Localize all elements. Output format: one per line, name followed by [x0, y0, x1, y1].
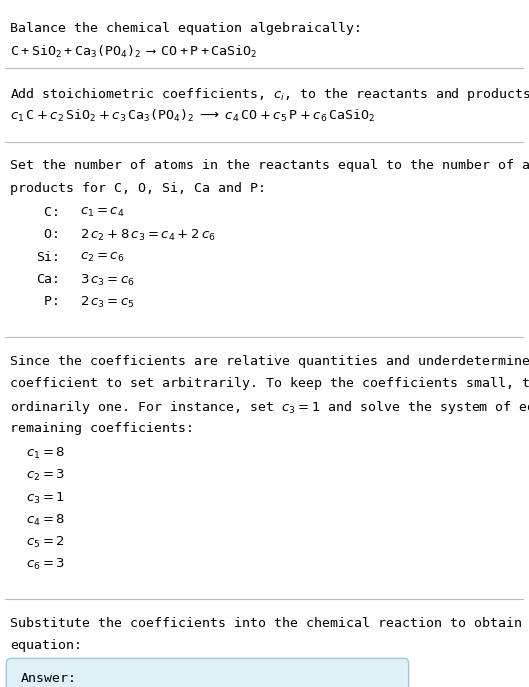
Text: Balance the chemical equation algebraically:: Balance the chemical equation algebraica…	[11, 22, 362, 34]
Text: Since the coefficients are relative quantities and underdetermined, choose a: Since the coefficients are relative quan…	[11, 355, 529, 368]
Text: $c_6 = 3$: $c_6 = 3$	[26, 557, 65, 572]
Text: Add stoichiometric coefficients, $c_i$, to the reactants and products:: Add stoichiometric coefficients, $c_i$, …	[11, 86, 529, 103]
Text: $c_1 = c_4$: $c_1 = c_4$	[80, 206, 125, 219]
Text: Answer:: Answer:	[21, 672, 77, 685]
Text: $c_1 = 8$: $c_1 = 8$	[26, 446, 65, 461]
Text: $2\,c_3 = c_5$: $2\,c_3 = c_5$	[80, 295, 135, 310]
Text: $c_4 = 8$: $c_4 = 8$	[26, 513, 65, 528]
Text: $c_1\,\mathtt{C} + c_2\,\mathtt{SiO_2} + c_3\,\mathtt{Ca_3(PO_4)_2} \;\longright: $c_1\,\mathtt{C} + c_2\,\mathtt{SiO_2} +…	[11, 109, 376, 124]
Text: $3\,c_3 = c_6$: $3\,c_3 = c_6$	[80, 273, 135, 288]
Text: remaining coefficients:: remaining coefficients:	[11, 422, 195, 435]
Text: ordinarily one. For instance, set $c_3 = 1$ and solve the system of equations fo: ordinarily one. For instance, set $c_3 =…	[11, 399, 529, 416]
Text: $c_2 = c_6$: $c_2 = c_6$	[80, 251, 125, 264]
Text: $c_2 = 3$: $c_2 = 3$	[26, 469, 65, 484]
Text: Ca:: Ca:	[37, 273, 60, 286]
Text: $\mathtt{C + SiO_2 + Ca_3(PO_4)_2 \;\longrightarrow\; CO + P + CaSiO_2}$: $\mathtt{C + SiO_2 + Ca_3(PO_4)_2 \;\lon…	[11, 44, 258, 60]
Text: $c_5 = 2$: $c_5 = 2$	[26, 535, 65, 550]
Text: Set the number of atoms in the reactants equal to the number of atoms in the: Set the number of atoms in the reactants…	[11, 159, 529, 172]
Text: equation:: equation:	[11, 640, 83, 653]
FancyBboxPatch shape	[6, 658, 408, 687]
Text: C:: C:	[37, 206, 60, 219]
Text: products for C, O, Si, Ca and P:: products for C, O, Si, Ca and P:	[11, 181, 267, 194]
Text: $c_3 = 1$: $c_3 = 1$	[26, 491, 65, 506]
Text: P:: P:	[37, 295, 60, 308]
Text: Si:: Si:	[37, 251, 60, 264]
Text: coefficient to set arbitrarily. To keep the coefficients small, the arbitrary va: coefficient to set arbitrarily. To keep …	[11, 377, 529, 390]
Text: $2\,c_2 + 8\,c_3 = c_4 + 2\,c_6$: $2\,c_2 + 8\,c_3 = c_4 + 2\,c_6$	[80, 228, 216, 243]
Text: Substitute the coefficients into the chemical reaction to obtain the balanced: Substitute the coefficients into the che…	[11, 617, 529, 630]
Text: O:: O:	[37, 228, 60, 241]
